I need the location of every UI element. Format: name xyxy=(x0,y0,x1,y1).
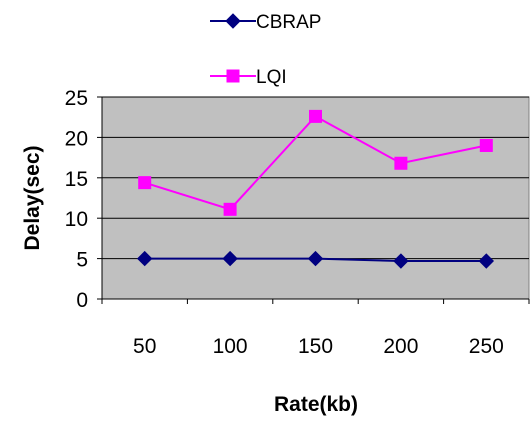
legend-swatch-marker xyxy=(226,69,240,83)
x-axis-title: Rate(kb) xyxy=(274,393,358,416)
data-point-lqi xyxy=(223,202,237,216)
x-tick-label: 250 xyxy=(469,335,504,358)
y-axis-title: Delay(sec) xyxy=(21,145,44,250)
data-point-cbrap xyxy=(136,250,153,267)
x-tick-label: 50 xyxy=(133,335,156,358)
y-tick-label: 0 xyxy=(76,289,88,312)
data-point-cbrap xyxy=(222,250,238,267)
data-point-lqi xyxy=(479,138,493,152)
series-layer xyxy=(136,109,495,269)
y-tick-label: 20 xyxy=(65,127,88,150)
legend: CBRAP LQI xyxy=(210,12,321,88)
data-point-lqi xyxy=(394,156,408,170)
x-tick-labels: 50 100 150 200 250 xyxy=(133,335,504,358)
legend-item-cbrap: CBRAP xyxy=(210,12,321,33)
y-tick-label: 10 xyxy=(65,208,88,231)
series-lqi xyxy=(138,109,493,216)
series-cbrap xyxy=(136,250,495,269)
y-tick-labels: 0 5 10 15 20 25 xyxy=(65,87,88,312)
data-point-cbrap xyxy=(393,253,409,269)
y-tick-label: 25 xyxy=(65,87,88,110)
data-point-cbrap xyxy=(478,253,495,269)
axes xyxy=(97,96,530,304)
legend-item-lqi: LQI xyxy=(210,67,287,88)
data-point-lqi xyxy=(138,176,152,190)
data-point-lqi xyxy=(309,109,322,123)
y-tick-label: 15 xyxy=(65,168,88,191)
legend-label: CBRAP xyxy=(256,12,321,33)
x-tick-label: 100 xyxy=(213,335,248,358)
y-tick-label: 5 xyxy=(76,249,88,272)
data-point-cbrap xyxy=(307,250,324,267)
legend-swatch-marker xyxy=(225,13,241,29)
plot-area xyxy=(101,96,530,300)
x-tick-label: 200 xyxy=(383,335,418,358)
x-tick-label: 150 xyxy=(298,335,333,358)
legend-label: LQI xyxy=(256,67,287,88)
